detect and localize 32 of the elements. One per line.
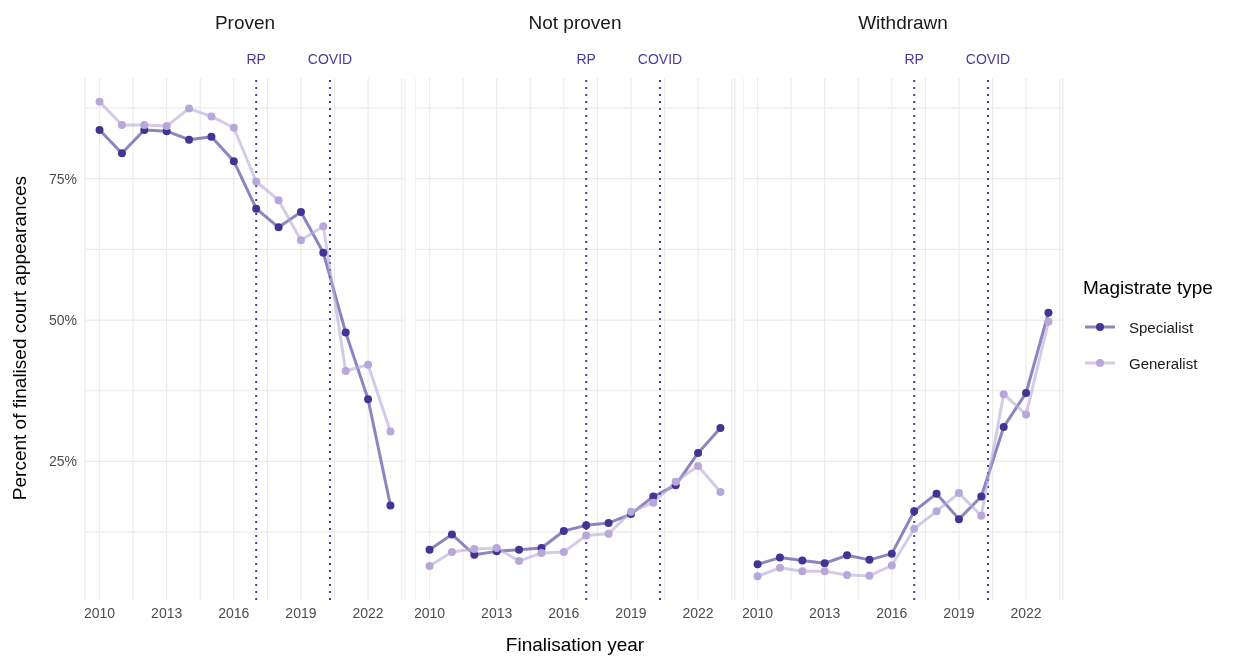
x-tick-label: 2010 xyxy=(83,604,116,621)
chart-title: Proven xyxy=(213,12,277,34)
x-tick-label: 2010 xyxy=(741,604,774,621)
x-tick-label: 2013 xyxy=(809,604,841,621)
ref-line-label: COVID xyxy=(307,51,353,67)
x-tick-label: 2022 xyxy=(682,604,714,621)
y-axis-title: Percent of finalised court appearances xyxy=(9,174,31,503)
y-tick-label: 25% xyxy=(48,453,77,470)
legend-label: Specialist xyxy=(1129,318,1194,336)
ref-line-label: COVID xyxy=(965,51,1011,67)
x-tick-label: 2010 xyxy=(413,604,446,621)
x-tick-label: 2013 xyxy=(151,604,183,621)
ref-line-label: RP xyxy=(904,51,924,67)
x-tick-label: 2019 xyxy=(615,604,647,621)
x-tick-label: 2022 xyxy=(1010,604,1042,621)
x-tick-label: 2016 xyxy=(218,604,250,621)
x-tick-label: 2016 xyxy=(548,604,580,621)
chart-title: Withdrawn xyxy=(857,12,949,34)
x-axis-title: Finalisation year xyxy=(504,634,646,656)
x-tick-label: 2013 xyxy=(481,604,513,621)
y-tick-label: 75% xyxy=(48,170,77,187)
chart-title: Not proven xyxy=(527,12,623,34)
y-tick-label: 50% xyxy=(48,312,77,329)
ref-line-label: RP xyxy=(576,51,596,67)
ref-line-label: RP xyxy=(246,51,266,67)
ref-line-label: COVID xyxy=(637,51,683,67)
x-tick-label: 2022 xyxy=(352,604,384,621)
legend-title: Magistrate type xyxy=(1083,277,1214,299)
legend-label: Generalist xyxy=(1129,354,1198,372)
x-tick-label: 2019 xyxy=(943,604,975,621)
x-tick-label: 2016 xyxy=(876,604,908,621)
x-tick-label: 2019 xyxy=(285,604,317,621)
